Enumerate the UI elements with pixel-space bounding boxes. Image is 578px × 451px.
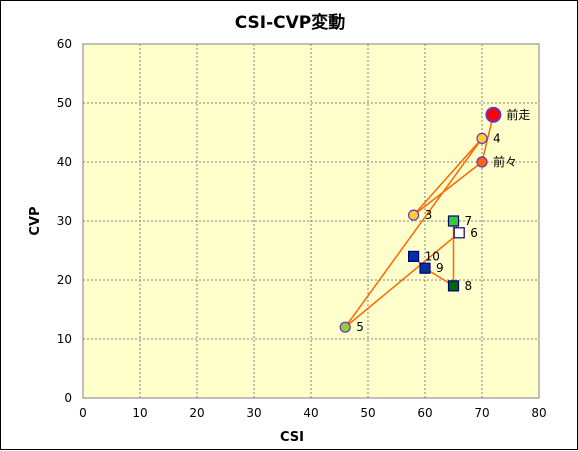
- point-label: 6: [470, 226, 478, 240]
- x-tick-label: 0: [79, 406, 87, 420]
- point-marker: [476, 156, 488, 168]
- trajectory-segment: [344, 137, 483, 328]
- y-tick-label: 40: [57, 155, 72, 169]
- x-tick-label: 20: [189, 406, 204, 420]
- point-label: 5: [356, 320, 364, 334]
- point-marker: [419, 262, 431, 274]
- y-tick-label: 30: [57, 214, 72, 228]
- trajectory-segment: [344, 232, 460, 328]
- point-label: 8: [465, 279, 473, 293]
- grid: [83, 44, 539, 398]
- x-tick-label: 10: [132, 406, 147, 420]
- point-marker: [447, 280, 460, 292]
- point-marker: [408, 209, 420, 221]
- point-marker: [485, 106, 502, 123]
- x-axis-title: CSI: [280, 430, 304, 445]
- point-labels: 109 8 76 5 4 3 前々 前走: [356, 107, 530, 334]
- point-label: 10: [425, 249, 440, 263]
- point-label: 前々: [493, 154, 517, 169]
- trajectory-segment: [413, 161, 483, 216]
- y-axis-title: CVP: [28, 206, 43, 235]
- y-tick-label: 20: [57, 273, 72, 287]
- trajectory-segment: [413, 137, 483, 216]
- y-tick-label: 10: [57, 332, 72, 346]
- point-marker: [339, 321, 351, 333]
- point-marker: [453, 227, 465, 239]
- x-tick-label: 30: [246, 406, 261, 420]
- point-marker: [408, 250, 420, 262]
- trajectory-segment: [481, 114, 495, 163]
- y-tick-label: 60: [57, 37, 72, 51]
- point-marker: [476, 132, 488, 144]
- point-label: 4: [493, 131, 501, 145]
- point-label: 前走: [506, 107, 530, 122]
- point-marker: [447, 215, 460, 227]
- x-tick-label: 60: [417, 406, 432, 420]
- y-tick-label: 0: [64, 391, 72, 405]
- chart-title: CSI-CVP変動: [235, 12, 346, 33]
- y-tick-label: 50: [57, 96, 72, 110]
- x-tick-label: 80: [531, 406, 546, 420]
- x-tick-label: 70: [474, 406, 489, 420]
- data-points: [339, 106, 502, 333]
- point-label: 3: [425, 208, 433, 222]
- point-label: 7: [465, 214, 473, 228]
- x-tick-label: 40: [303, 406, 318, 420]
- x-tick-label: 50: [360, 406, 375, 420]
- tick-labels: 0 10 20 30 40 50 60 70 80 0 10 20 30 40 50 60: [57, 37, 547, 420]
- point-label: 9: [436, 261, 444, 275]
